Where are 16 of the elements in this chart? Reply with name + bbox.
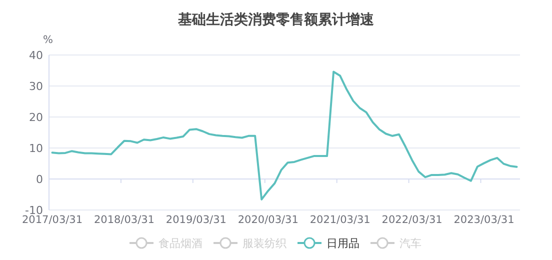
y-tick-label: 10 — [29, 142, 43, 155]
line-series — [51, 70, 518, 200]
x-tick-label: 2021/03/31 — [310, 214, 370, 226]
x-tick-label: 2018/03/31 — [94, 214, 154, 226]
y-tick-label: 30 — [29, 80, 43, 93]
legend-label: 日用品 — [326, 237, 360, 250]
chart-title: 基础生活类消费零售额累计增速 — [177, 11, 375, 28]
y-tick-label: 20 — [29, 111, 43, 124]
x-tick-label: 2020/03/31 — [238, 214, 298, 226]
x-tick-label: 2022/03/31 — [382, 214, 442, 226]
x-tick-label: 2017/03/31 — [22, 214, 83, 226]
y-tick-label: 0 — [36, 173, 43, 186]
x-tick-label: 2023/03/31 — [454, 214, 514, 226]
y-axis-title: % — [43, 34, 54, 46]
x-tick-label: 2019/03/31 — [166, 214, 226, 226]
y-tick-label: 40 — [29, 49, 43, 62]
